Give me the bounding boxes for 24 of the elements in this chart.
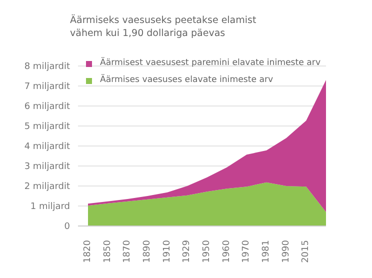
x-tick-label: 1990: [281, 240, 292, 263]
y-tick-label: 3 miljardit: [24, 162, 70, 172]
x-tick-label: 1820: [83, 240, 93, 263]
y-tick-label: 0: [64, 222, 70, 232]
x-tick-label: 1960: [222, 240, 232, 263]
y-tick-label: 1 miljard: [30, 202, 70, 212]
y-tick-label: 7 miljardit: [24, 82, 70, 92]
x-tick-label: 1970: [242, 240, 252, 263]
x-tick-label: 1890: [142, 240, 152, 263]
y-tick-label: 2 miljardit: [24, 182, 70, 192]
x-tick-label: 2015: [301, 240, 312, 263]
x-tick-label: 1870: [122, 240, 133, 263]
chart-title: Äärmiseks vaesuseks peetakse elamist vähem kui 1,90 dollariga päevas: [70, 14, 256, 40]
legend-label: Äärmisest vaesusest paremini elavate inimeste arv: [100, 58, 321, 69]
y-tick-label: 4 miljardit: [24, 142, 70, 152]
x-tick-label: 1929: [182, 240, 192, 263]
y-tick-label: 8 miljardit: [24, 62, 70, 72]
x-tick-label: 1910: [162, 240, 172, 263]
y-tick-label: 5 miljardit: [24, 122, 70, 132]
legend-label: Äärmises vaesuses elavate inimeste arv: [100, 75, 274, 86]
x-tick-label: 1850: [102, 240, 113, 263]
x-tick-label: 1981: [262, 240, 272, 263]
y-tick-label: 6 miljardit: [24, 102, 70, 112]
x-tick-label: 1950: [202, 240, 212, 263]
